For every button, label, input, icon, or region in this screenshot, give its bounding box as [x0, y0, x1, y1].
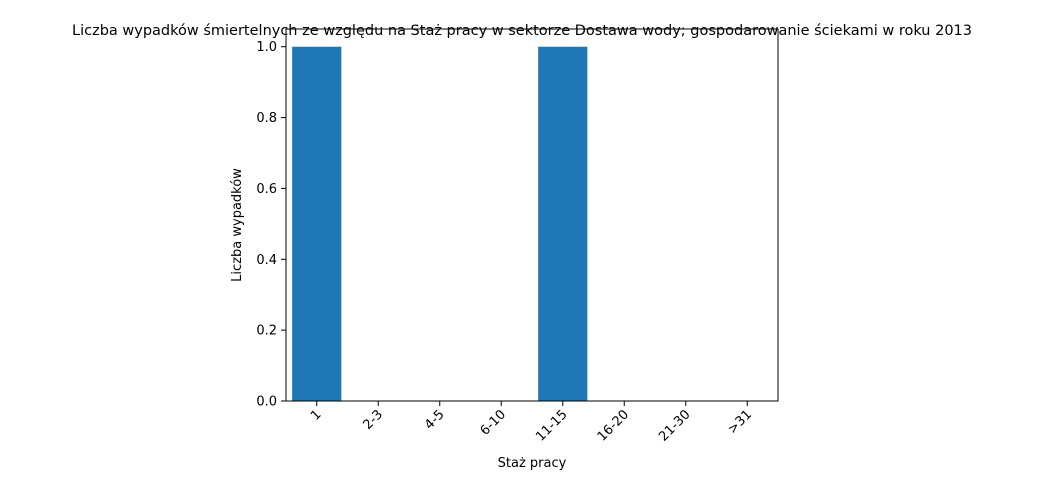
bar-1	[292, 46, 342, 402]
x-tick-label: 16-20	[595, 407, 632, 444]
x-tick-label: 1	[308, 407, 324, 423]
axes-group	[285, 28, 779, 402]
x-tick-label: 6-10	[478, 407, 509, 438]
x-axis-label: Staż pracy	[498, 456, 567, 471]
y-tick-label: 0.6	[256, 182, 277, 197]
x-tick-label: >31	[725, 407, 755, 437]
y-tick-label: 0.2	[256, 324, 277, 339]
bar-5	[538, 46, 588, 402]
x-tick-label: 4-5	[422, 407, 448, 433]
y-axis-label: Liczba wypadków	[230, 168, 245, 282]
x-tick-label: 2-3	[360, 407, 386, 433]
x-tick-label: 11-15	[533, 407, 570, 444]
chart-title: Liczba wypadków śmiertelnych ze względu …	[72, 23, 972, 39]
y-tick-label: 1.0	[256, 40, 277, 55]
y-axis-ticks: 0.0 0.2 0.4 0.6 0.8 1.0	[256, 40, 286, 410]
y-tick-label: 0.4	[256, 253, 277, 268]
plot-frame	[285, 28, 779, 402]
x-axis-ticks: 1 2-3 4-5 6-10 11-15 16-20 21-30 >31	[308, 401, 755, 445]
x-tick-label: 21-30	[656, 407, 693, 444]
y-tick-label: 0.8	[256, 111, 277, 126]
y-tick-label: 0.0	[256, 395, 277, 410]
bars-group	[292, 46, 588, 402]
